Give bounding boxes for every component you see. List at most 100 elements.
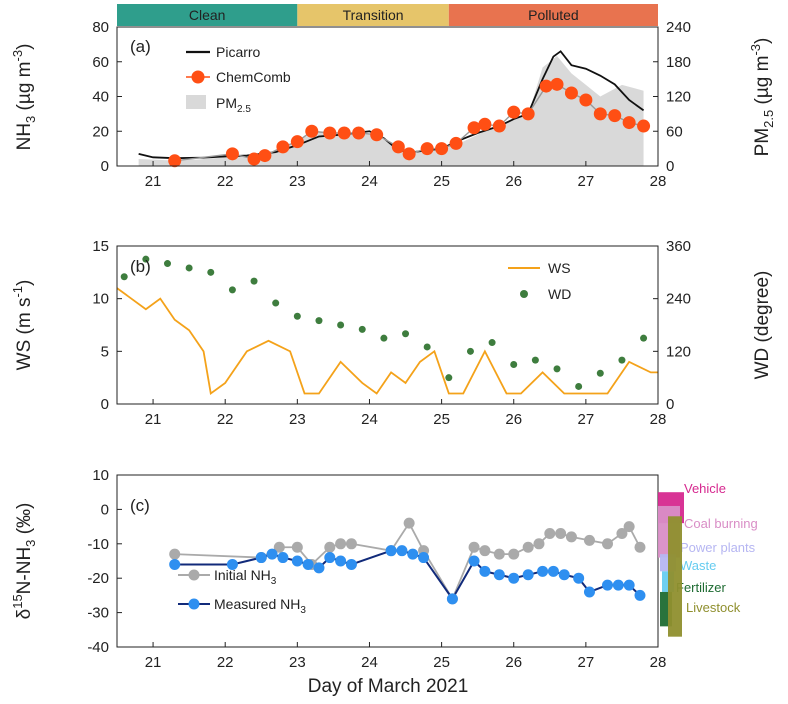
panel-a-ylabel: NH3 (µg m-3) <box>10 44 38 151</box>
panel-b-y-tick-label-0: 0 <box>101 396 109 413</box>
chemcomb-point <box>622 116 636 130</box>
panel-b-xtick-label-21: 21 <box>145 411 162 428</box>
panel-a-xtick-label-25: 25 <box>433 173 450 190</box>
source-range-5 <box>668 516 682 637</box>
source-label-1: Coal burning <box>684 516 758 531</box>
panel-b-y-tick-label-5: 5 <box>101 343 109 360</box>
measured-point <box>612 579 624 591</box>
initial-point <box>468 541 480 553</box>
panel-b-y-tick-label-10: 10 <box>92 291 109 308</box>
panel-c-xtick-label-25: 25 <box>433 654 450 671</box>
measured-point <box>602 579 614 591</box>
chemcomb-point <box>370 128 384 142</box>
initial-point <box>583 534 595 546</box>
measured-point <box>522 569 534 581</box>
panel-b-xtick-label-23: 23 <box>289 411 306 428</box>
chemcomb-point <box>492 119 506 133</box>
chemcomb-point <box>507 105 521 119</box>
chemcomb-point <box>168 154 182 168</box>
wd-point <box>337 321 345 329</box>
panel-b-y2-tick-label-120: 120 <box>666 343 691 360</box>
panel-c-y-tick-label-10: 10 <box>92 467 109 484</box>
panel-b-xtick-label-26: 26 <box>505 411 522 428</box>
wd-points <box>120 255 648 390</box>
wd-point <box>380 334 388 342</box>
ws-line <box>116 287 658 396</box>
measured-point <box>537 565 549 577</box>
wd-point <box>120 273 128 281</box>
chemcomb-point <box>467 121 481 135</box>
measured-point <box>302 558 314 570</box>
legend-wd: WD <box>548 286 571 302</box>
panel-b-y-ticks: 0 5 10 15 <box>92 238 122 413</box>
panel-c-xtick-label-27: 27 <box>578 654 595 671</box>
panel-c-xtick-label-23: 23 <box>289 654 306 671</box>
measured-point <box>169 558 181 570</box>
measured-point <box>634 589 646 601</box>
wd-point <box>640 334 648 342</box>
legend-chemcomb: ChemComb <box>216 69 291 85</box>
panel-a-y2-tick-label-120: 120 <box>666 89 691 106</box>
panel-b-y2label: WD (degree) <box>752 271 773 380</box>
chemcomb-point <box>323 126 337 140</box>
isotope-points <box>169 517 646 605</box>
initial-point <box>565 531 577 543</box>
measured-point <box>547 565 559 577</box>
panel-a-y-tick-label-60: 60 <box>92 54 109 71</box>
panel-c-y-tick-label--30: -30 <box>87 605 109 622</box>
chemcomb-point <box>337 126 351 140</box>
legend-measured: Measured NH3 <box>214 596 306 616</box>
phase-band-0 <box>117 4 298 26</box>
initial-point <box>169 548 181 560</box>
chemcomb-point <box>564 86 578 100</box>
initial-point <box>291 541 303 553</box>
legend-initial-swatch <box>188 569 200 581</box>
initial-point <box>479 545 491 557</box>
panel-a-y2label: PM2.5 (µg m-3) <box>748 38 776 157</box>
initial-point <box>544 527 556 539</box>
source-label-3: Waste <box>680 558 716 573</box>
panel-b-y-tick-label-15: 15 <box>92 238 109 255</box>
wd-point <box>207 268 215 276</box>
pm25-area-path <box>138 55 644 167</box>
measured-point <box>468 555 480 567</box>
measured-point <box>313 562 325 574</box>
measured-point <box>558 569 570 581</box>
chemcomb-point <box>225 147 239 161</box>
panel-c-y-ticks: 10 0 -10 -20 -30 -40 <box>87 467 122 656</box>
panel-c-frame <box>116 474 659 648</box>
measured-point <box>508 572 520 584</box>
wd-point <box>142 255 150 263</box>
measured-point <box>266 548 278 560</box>
source-label-0: Vehicle <box>684 481 726 496</box>
phase-label-0: Clean <box>189 7 226 23</box>
initial-point <box>508 548 520 560</box>
panel-b-xtick-label-28: 28 <box>650 411 667 428</box>
initial-point <box>555 527 567 539</box>
ws-polyline <box>116 287 658 396</box>
panel-a-label: (a) <box>130 37 151 56</box>
legend-wd-swatch <box>520 290 528 298</box>
chemcomb-points <box>168 77 651 168</box>
panel-a-y-ticks: 0 20 40 60 80 <box>92 19 122 175</box>
panel-b: 0 5 10 15 0 120 240 360 21 22 23 24 25 26 27 28 (b) W… <box>10 238 773 428</box>
panel-b-frame <box>116 245 659 405</box>
phase-label-1: Transition <box>343 7 404 23</box>
panel-a-y2-tick-label-240: 240 <box>666 19 691 36</box>
panel-c-ylabel: δ15N-NH3 (‰) <box>10 503 38 620</box>
wd-point <box>163 260 171 268</box>
wd-point <box>185 264 193 272</box>
x-axis-label: Day of March 2021 <box>308 676 469 697</box>
measured-point <box>407 548 419 560</box>
panel-c-y-tick-label--20: -20 <box>87 570 109 587</box>
legend-measured-swatch <box>188 598 200 610</box>
panel-a-y-tick-label-0: 0 <box>101 158 109 175</box>
wd-point <box>618 356 626 364</box>
panel-a-y-tick-label-40: 40 <box>92 89 109 106</box>
wd-point <box>466 347 474 355</box>
initial-point <box>493 548 505 560</box>
initial-point <box>273 541 285 553</box>
panel-b-xtick-label-24: 24 <box>361 411 378 428</box>
wd-point <box>228 286 236 294</box>
